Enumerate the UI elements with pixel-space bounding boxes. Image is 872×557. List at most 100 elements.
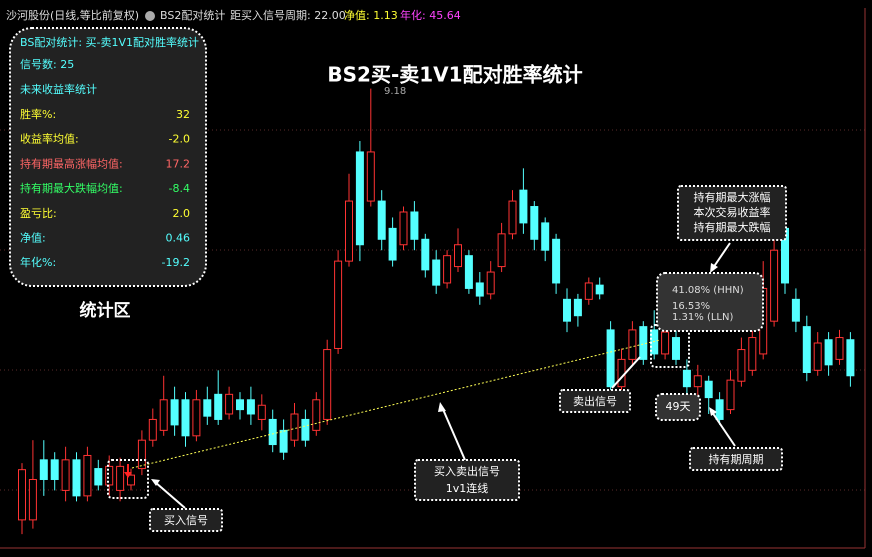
panel-subtitle: 未来收益率统计 [20,82,97,96]
candle-body [497,233,506,268]
candle-body [486,271,495,295]
arrow [154,481,186,509]
candle-body [225,393,234,415]
candle-body [475,282,484,297]
candle-body [203,399,212,417]
candle-body [432,259,441,286]
candle-body [552,238,561,284]
candle-body [835,337,844,360]
stat-value: 17.2 [166,157,191,170]
candles [18,88,855,535]
hhn: 41.08% (HHN) [672,285,744,296]
candle-body [693,375,702,388]
lln: 1.31% (LLN) [672,312,733,323]
candle-body [530,206,539,240]
candle-body [737,349,746,382]
stat-label: 年化%: [20,255,56,269]
days: 49天 [666,400,691,413]
candle-body [159,399,168,431]
candle-body [704,380,713,399]
candle-body [661,331,670,355]
candle-body [672,337,680,360]
candle-body [813,342,822,371]
candle-body [257,404,266,420]
candle-body [18,469,26,521]
value-box [656,272,764,332]
candle-body [508,200,517,235]
candle-body [770,249,779,322]
candle-body [345,200,353,262]
candle-body [563,298,571,322]
buy-label: 买入信号 [164,514,208,527]
candle-body [28,478,37,521]
stat-rows: 胜率%: 32 收益率均值: -2.0 持有期最高涨幅均值: 17.2 持有期最大跌幅均值:… [20,107,190,269]
candle-body [105,465,114,486]
stat-value: 2.0 [173,207,191,220]
candle-body [137,439,146,470]
callouts: 买入信号 买入卖出信号 1v1连线 卖出信号 持有期最大涨幅 本次交易收益率 持… [107,185,787,532]
candle-body [148,418,157,441]
stat-label: 收益率均值: [20,132,79,146]
arrow [611,356,641,389]
peak-label: 9.18 [384,86,406,97]
period-box [689,447,783,471]
candle-body [464,255,473,289]
sell-box [650,324,690,368]
candle-body [410,211,419,240]
candle-body [846,339,855,377]
stat-label: 胜率%: [20,107,56,121]
candle-body [573,298,582,317]
candle-body [824,339,833,366]
candle-body [366,151,375,202]
candle-body [541,222,550,251]
candle-body [377,200,386,240]
pair-line [131,339,661,469]
candle-body [181,399,190,437]
candle-body [595,284,604,295]
line-note-box [414,459,520,501]
candle-body [290,413,299,441]
days-box [655,393,701,421]
nav: 净值: 1.13 [344,8,398,22]
stat-label: 净值: [20,231,46,245]
candle-body [39,459,48,480]
buy-box [107,459,149,499]
box-note-line: 持有期最大涨幅 [694,190,771,204]
candle-body [312,399,321,431]
buy-arrow [124,464,132,478]
chart-title: BS2买-卖1V1配对胜率统计 [327,63,582,87]
candle-body [334,260,343,349]
arrow [711,411,736,447]
box-note [677,185,787,241]
candle-body [301,418,310,441]
candle-body [214,393,223,420]
candle-body [355,151,364,246]
panel-box [9,27,207,287]
line-note: 1v1连线 [446,481,489,495]
arrow [712,242,731,269]
candle-body [279,429,288,453]
candle-body [606,329,615,388]
panel-title: BS配对统计: 买-卖1V1配对胜率统计 [20,35,199,49]
stat-value: -19.2 [162,256,190,269]
candle-body [682,369,691,388]
box-note-line: 本次交易收益率 [694,205,771,219]
stats-panel: BS配对统计: 买-卖1V1配对胜率统计 信号数: 25 未来收益率统计 胜率%… [9,27,207,287]
stat-value: 0.46 [166,232,191,245]
candle-body [802,326,811,373]
arrow-head [438,402,446,412]
stat-label: 盈亏比: [20,207,57,220]
candle-body [791,298,800,322]
candle-body [50,459,59,480]
candle-body [726,379,735,411]
candle-body [454,244,462,268]
period-note: 持有期周期 [709,452,764,466]
arrow [441,406,466,461]
line-note: 买入卖出信号 [434,464,500,478]
candle-body [617,358,626,388]
candle-body [170,399,179,426]
candle-body [399,211,408,246]
return: 16.53% [672,301,710,312]
stat-value: -2.0 [169,133,190,146]
annual: 年化: 45.64 [400,8,461,22]
